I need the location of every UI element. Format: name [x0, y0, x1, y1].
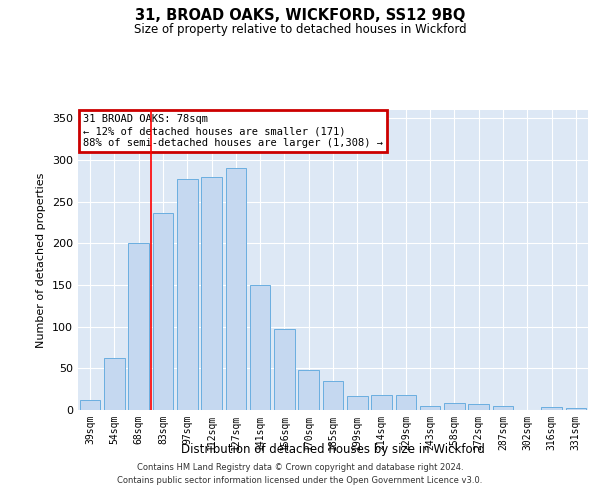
Bar — [80, 400, 100, 410]
Text: 31, BROAD OAKS, WICKFORD, SS12 9BQ: 31, BROAD OAKS, WICKFORD, SS12 9BQ — [135, 8, 465, 22]
Bar — [250, 285, 271, 410]
Bar — [566, 408, 586, 410]
Bar — [395, 395, 416, 410]
Text: Contains HM Land Registry data © Crown copyright and database right 2024.: Contains HM Land Registry data © Crown c… — [137, 464, 463, 472]
Bar — [420, 406, 440, 410]
Bar — [541, 406, 562, 410]
Bar — [371, 395, 392, 410]
Bar — [201, 176, 222, 410]
Bar — [298, 370, 319, 410]
Text: Contains public sector information licensed under the Open Government Licence v3: Contains public sector information licen… — [118, 476, 482, 485]
Bar — [469, 404, 489, 410]
Text: 31 BROAD OAKS: 78sqm
← 12% of detached houses are smaller (171)
88% of semi-deta: 31 BROAD OAKS: 78sqm ← 12% of detached h… — [83, 114, 383, 148]
Bar — [323, 381, 343, 410]
Bar — [444, 404, 465, 410]
Bar — [274, 329, 295, 410]
Bar — [226, 168, 246, 410]
Text: Distribution of detached houses by size in Wickford: Distribution of detached houses by size … — [181, 442, 485, 456]
Bar — [104, 358, 125, 410]
Bar — [128, 244, 149, 410]
Bar — [152, 212, 173, 410]
Bar — [493, 406, 514, 410]
Text: Size of property relative to detached houses in Wickford: Size of property relative to detached ho… — [134, 22, 466, 36]
Bar — [347, 396, 368, 410]
Bar — [177, 179, 197, 410]
Y-axis label: Number of detached properties: Number of detached properties — [37, 172, 46, 348]
